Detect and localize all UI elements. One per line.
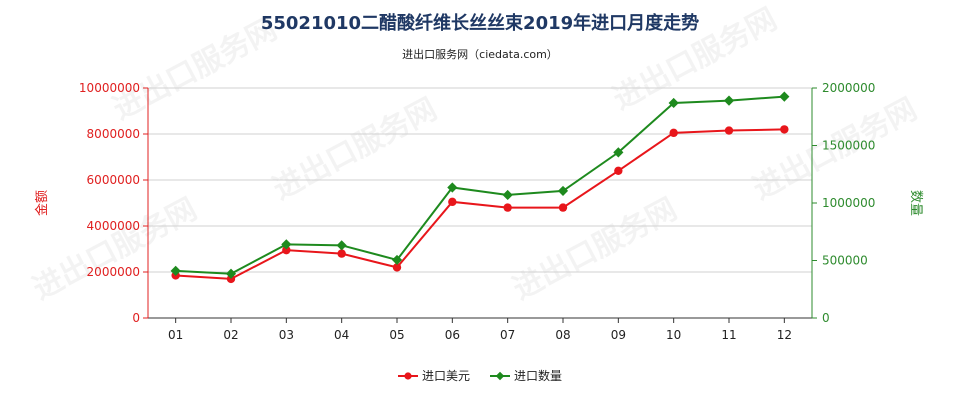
data-point [226,274,236,284]
data-point [780,125,789,134]
x-tick-label: 04 [334,328,349,342]
data-point [170,265,181,276]
watermark-text: 进出口服务网 [107,12,282,127]
axes: 0200000040000006000000800000010000000050… [34,81,923,342]
watermark-text: 进出口服务网 [27,192,202,307]
watermark-text: 进出口服务网 [607,2,782,117]
data-point [724,126,734,135]
y-left-tick-label: 10000000 [79,81,140,95]
data-point [502,189,513,201]
x-tick-label: 08 [555,328,570,342]
watermark-text: 进出口服务网 [267,92,442,207]
data-point [282,245,291,255]
series-line-1 [175,128,785,280]
y-right-tick-label: 1500000 [822,139,875,153]
x-tick-label: 02 [223,328,238,342]
x-tick-label: 07 [500,328,515,342]
x-tick-label: 05 [389,328,404,342]
data-point [448,197,457,207]
watermark-text: 进出口服务网 [507,192,682,307]
legend-label: 进口数量 [514,368,562,383]
y-left-axis-label: 金额 [34,190,50,216]
data-point [558,203,568,212]
legend-label: 进口美元 [422,369,470,383]
x-tick-label: 03 [279,328,294,342]
y-left-tick-label: 0 [132,311,140,325]
y-right-tick-label: 2000000 [822,81,875,95]
data-point [392,263,402,272]
grid-lines [148,87,812,319]
series-layer [170,91,790,284]
x-tick-label: 06 [445,328,460,342]
legend: 进口美元 进口数量 [398,368,562,383]
x-tick-label: 09 [611,328,626,342]
data-point [225,268,237,279]
data-point [779,91,790,102]
data-point [614,166,623,175]
data-point [391,254,403,266]
legend-marker [404,372,412,380]
y-right-tick-label: 0 [822,311,830,325]
series-line-2 [175,95,785,275]
x-tick-label: 11 [721,328,736,342]
data-point [337,249,346,258]
y-right-tick-label: 500000 [822,254,868,268]
watermark-layer: 进出口服务网进出口服务网进出口服务网进出口服务网进出口服务网进出口服务网 [27,2,922,307]
data-point [503,203,512,212]
y-left-tick-label: 8000000 [87,127,140,141]
y-left-tick-label: 4000000 [87,219,140,233]
x-tick-label: 01 [168,328,183,342]
chart-subtitle: 进出口服务网（ciedata.com） [402,48,558,61]
data-point [669,128,678,138]
y-left-tick-label: 6000000 [87,173,140,187]
data-point [668,97,679,109]
data-point [723,95,735,106]
data-point [281,239,292,250]
legend-marker [495,371,505,381]
chart-title: 55021010二醋酸纤维长丝丝束2019年进口月度走势 [260,13,700,34]
data-point [336,240,347,251]
y-right-tick-label: 1000000 [822,196,875,210]
x-tick-label: 10 [666,328,681,342]
x-tick-label: 12 [777,328,792,342]
y-right-axis-label: 数量 [908,190,923,216]
y-left-tick-label: 2000000 [87,265,140,279]
